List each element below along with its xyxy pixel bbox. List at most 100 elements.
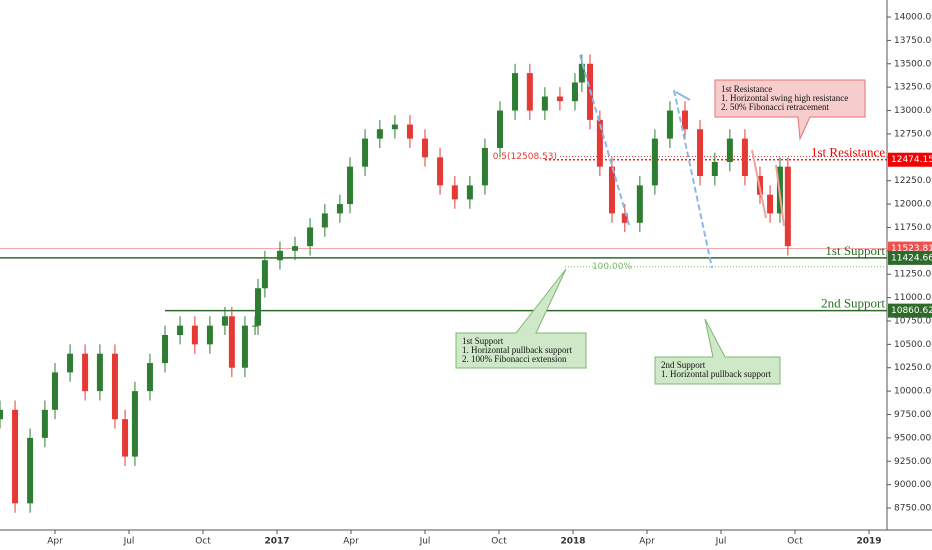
candle-body xyxy=(111,353,118,420)
arrows xyxy=(579,54,785,269)
y-tick-label: 9250.00 xyxy=(894,457,931,467)
annotation-title: 2nd Support xyxy=(661,360,706,370)
candle-body xyxy=(596,119,603,167)
price-tag xyxy=(888,152,932,167)
candle-body xyxy=(347,166,354,205)
candle-body xyxy=(651,138,658,186)
y-tick-label: 9750.00 xyxy=(894,410,931,420)
candle-body xyxy=(571,82,578,102)
annotation: 1st Support 1. Horizontal pullback suppo… xyxy=(455,268,587,369)
candle-body xyxy=(526,73,533,111)
candle-body xyxy=(578,63,585,83)
candle-body xyxy=(122,419,129,457)
candle-body xyxy=(556,96,563,102)
candle-body xyxy=(784,166,791,247)
candle-body xyxy=(481,147,488,186)
candle-body xyxy=(191,325,198,345)
candle-body xyxy=(27,437,34,504)
x-tick-label: Oct xyxy=(491,537,507,547)
candle-body xyxy=(162,335,169,364)
annotation-line: 2. 100% Fibonacci extension xyxy=(462,354,567,364)
y-tick-label: 9500.00 xyxy=(894,433,931,443)
x-tick-label: Apr xyxy=(639,537,655,547)
annotation-title: 1st Support xyxy=(462,336,504,346)
candle-body xyxy=(146,363,153,392)
candle-body xyxy=(41,409,48,438)
candle-body xyxy=(206,325,213,345)
candle-body xyxy=(0,409,3,420)
candle-body xyxy=(96,353,103,392)
candle-body xyxy=(496,110,503,148)
candle-body xyxy=(52,372,59,410)
candle-body xyxy=(131,391,138,457)
price-tag-label: 12474.15 xyxy=(891,155,932,165)
candle-body xyxy=(321,213,328,228)
candle-body xyxy=(177,325,184,336)
candle-body xyxy=(255,288,262,326)
candle-body xyxy=(666,110,673,139)
y-tick-label: 12000.00 xyxy=(894,200,932,210)
annotation: 2nd Support 1. Horizontal pullback suppo… xyxy=(654,318,781,385)
candle-body xyxy=(292,246,299,251)
candle-body xyxy=(437,157,444,186)
x-tick-label: Jul xyxy=(123,537,135,547)
y-tick-label: 11000.00 xyxy=(894,293,932,303)
annotation-title: 1st Resistance xyxy=(721,84,772,94)
candle-body xyxy=(512,73,519,111)
callout xyxy=(654,318,781,385)
x-tick-label: Jul xyxy=(715,537,727,547)
callout xyxy=(455,268,587,369)
level-name: 1st Resistance xyxy=(811,145,885,160)
level-name: 1st Support xyxy=(825,243,885,258)
y-tick-label: 14000.00 xyxy=(894,13,932,23)
candle-body xyxy=(336,204,343,214)
candle-body xyxy=(608,166,615,214)
plot xyxy=(0,54,887,513)
candle-body xyxy=(422,138,429,158)
candle-body xyxy=(261,260,268,289)
candle-body xyxy=(391,124,398,130)
y-tick-label: 12750.00 xyxy=(894,129,932,139)
candle-body xyxy=(621,213,628,223)
callout xyxy=(714,79,866,141)
candle-body xyxy=(362,138,369,167)
candle-body xyxy=(252,325,259,327)
y-tick-label: 11250.00 xyxy=(894,270,932,280)
y-tick-label: 13500.00 xyxy=(894,59,932,69)
price-tag-label: 11523.81 xyxy=(891,244,932,254)
candle-body xyxy=(67,353,74,373)
x-tick-label: 2017 xyxy=(264,537,289,547)
x-tick-label: Apr xyxy=(47,537,63,547)
price-tag xyxy=(888,303,932,318)
candle-body xyxy=(276,250,283,261)
candle-body xyxy=(697,129,704,177)
y-tick-label: 10000.00 xyxy=(894,387,932,397)
price-tag xyxy=(888,250,932,265)
candle-body xyxy=(541,96,548,111)
price-tag-label: 10860.62 xyxy=(891,306,932,316)
candle-body xyxy=(228,316,235,368)
arrow xyxy=(675,91,691,101)
x-tick-label: Oct xyxy=(195,537,211,547)
y-tick-label: 11750.00 xyxy=(894,223,932,233)
candle-body xyxy=(221,316,228,326)
candle-body xyxy=(741,138,748,177)
y-tick-label: 13000.00 xyxy=(894,106,932,116)
candle-body xyxy=(636,185,643,223)
x-tick-label: 2018 xyxy=(560,537,585,547)
arrow xyxy=(673,89,713,269)
arrow xyxy=(751,149,767,219)
x-tick-label: 2019 xyxy=(856,537,881,547)
level-name: 2nd Support xyxy=(821,296,885,311)
x-tick-label: Oct xyxy=(787,537,803,547)
x-tick-label: Jul xyxy=(419,537,431,547)
candle-body xyxy=(767,194,774,214)
y-tick-label: 10750.00 xyxy=(894,316,932,326)
arrow xyxy=(579,54,631,229)
candle-body xyxy=(451,185,458,200)
candle-body xyxy=(307,227,314,247)
candle-body xyxy=(12,409,19,504)
annotation: 1st Resistance 1. Horizontal swing high … xyxy=(714,79,866,141)
y-tick-label: 12250.00 xyxy=(894,176,932,186)
